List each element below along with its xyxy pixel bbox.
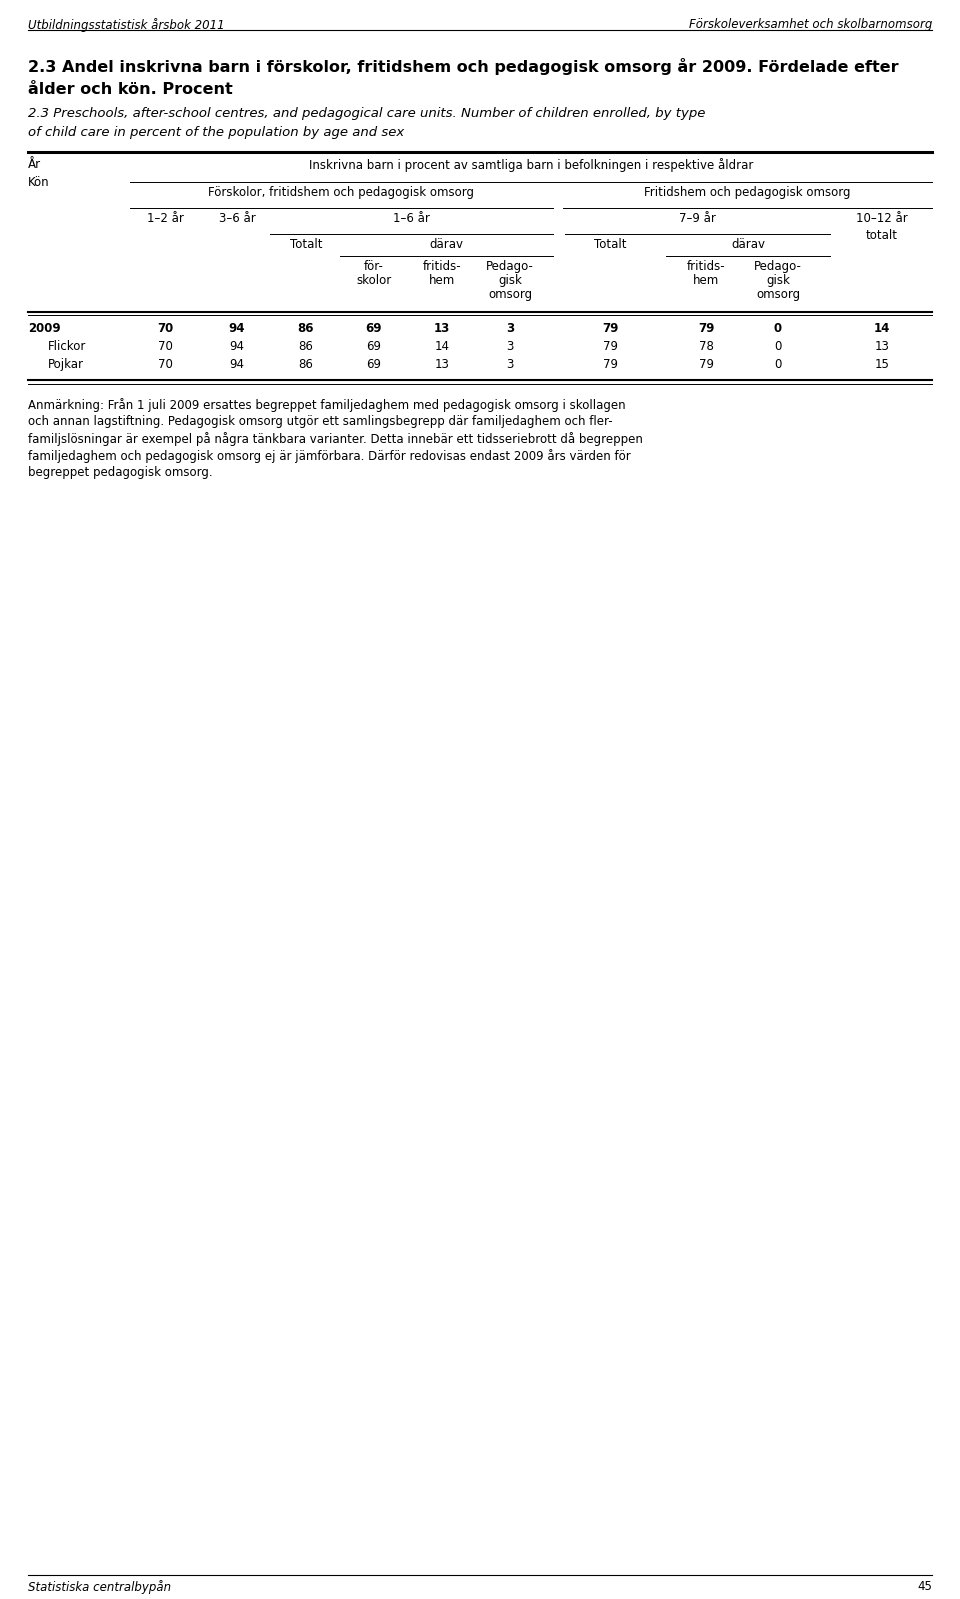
Text: 79: 79 — [698, 321, 714, 336]
Text: 79: 79 — [603, 341, 617, 353]
Text: 79: 79 — [699, 358, 713, 371]
Text: omsorg: omsorg — [488, 288, 532, 301]
Text: 1–6 år: 1–6 år — [393, 213, 430, 225]
Text: 3: 3 — [506, 341, 514, 353]
Text: 3: 3 — [506, 358, 514, 371]
Text: 94: 94 — [229, 358, 245, 371]
Text: Pedago-: Pedago- — [486, 261, 534, 273]
Text: 70: 70 — [157, 341, 173, 353]
Text: 7–9 år: 7–9 år — [679, 213, 716, 225]
Text: 78: 78 — [699, 341, 713, 353]
Text: Pedago-: Pedago- — [754, 261, 802, 273]
Text: 86: 86 — [299, 341, 313, 353]
Text: för-: för- — [364, 261, 384, 273]
Text: of child care in percent of the population by age and sex: of child care in percent of the populati… — [28, 126, 404, 139]
Text: 2009: 2009 — [28, 321, 60, 336]
Text: familjedaghem och pedagogisk omsorg ej är jämförbara. Därför redovisas endast 20: familjedaghem och pedagogisk omsorg ej ä… — [28, 449, 631, 464]
Text: 1–2 år: 1–2 år — [147, 213, 183, 225]
Text: gisk: gisk — [766, 273, 790, 286]
Text: Pojkar: Pojkar — [48, 358, 84, 371]
Text: Förskoleverksamhet och skolbarnomsorg: Förskoleverksamhet och skolbarnomsorg — [688, 18, 932, 30]
Text: 13: 13 — [875, 341, 889, 353]
Text: 69: 69 — [367, 341, 381, 353]
Text: År: År — [28, 158, 41, 171]
Text: 70: 70 — [157, 358, 173, 371]
Text: Inskrivna barn i procent av samtliga barn i befolkningen i respektive åldrar: Inskrivna barn i procent av samtliga bar… — [309, 158, 754, 173]
Text: 10–12 år: 10–12 år — [856, 213, 908, 225]
Text: 79: 79 — [603, 358, 617, 371]
Text: 0: 0 — [775, 341, 781, 353]
Text: och annan lagstiftning. Pedagogisk omsorg utgör ett samlingsbegrepp där familjed: och annan lagstiftning. Pedagogisk omsor… — [28, 416, 612, 429]
Text: Fritidshem och pedagogisk omsorg: Fritidshem och pedagogisk omsorg — [644, 185, 851, 198]
Text: begreppet pedagogisk omsorg.: begreppet pedagogisk omsorg. — [28, 465, 212, 480]
Text: 94: 94 — [228, 321, 245, 336]
Text: 14: 14 — [874, 321, 890, 336]
Text: 70: 70 — [156, 321, 173, 336]
Text: Förskolor, fritidshem och pedagogisk omsorg: Förskolor, fritidshem och pedagogisk oms… — [208, 185, 474, 198]
Text: 0: 0 — [775, 358, 781, 371]
Text: fritids-: fritids- — [686, 261, 726, 273]
Text: 86: 86 — [299, 358, 313, 371]
Text: Flickor: Flickor — [48, 341, 86, 353]
Text: 69: 69 — [367, 358, 381, 371]
Text: 3–6 år: 3–6 år — [219, 213, 255, 225]
Text: därav: därav — [731, 238, 765, 251]
Text: hem: hem — [693, 273, 719, 286]
Text: 15: 15 — [875, 358, 889, 371]
Text: Statistiska centralbyрån: Statistiska centralbyрån — [28, 1580, 171, 1594]
Text: 13: 13 — [434, 321, 450, 336]
Text: ålder och kön. Procent: ålder och kön. Procent — [28, 82, 232, 98]
Text: 79: 79 — [602, 321, 618, 336]
Text: familjslösningar är exempel på några tänkbara varianter. Detta innebär ett tidss: familjslösningar är exempel på några tän… — [28, 432, 643, 446]
Text: därav: därav — [429, 238, 464, 251]
Text: gisk: gisk — [498, 273, 522, 286]
Text: Utbildningsstatistisk årsbok 2011: Utbildningsstatistisk årsbok 2011 — [28, 18, 225, 32]
Text: totalt: totalt — [866, 229, 898, 241]
Text: Totalt: Totalt — [593, 238, 626, 251]
Text: fritids-: fritids- — [422, 261, 462, 273]
Text: 2.3 Andel inskrivna barn i förskolor, fritidshem och pedagogisk omsorg år 2009. : 2.3 Andel inskrivna barn i förskolor, fr… — [28, 58, 899, 75]
Text: hem: hem — [429, 273, 455, 286]
Text: 45: 45 — [917, 1580, 932, 1593]
Text: omsorg: omsorg — [756, 288, 800, 301]
Text: Anmärkning: Från 1 juli 2009 ersattes begreppet familjedaghem med pedagogisk oms: Anmärkning: Från 1 juli 2009 ersattes be… — [28, 398, 626, 413]
Text: 3: 3 — [506, 321, 514, 336]
Text: 13: 13 — [435, 358, 449, 371]
Text: 86: 86 — [298, 321, 314, 336]
Text: 2.3 Preschools, after-school centres, and pedagogical care units. Number of chil: 2.3 Preschools, after-school centres, an… — [28, 107, 706, 120]
Text: Kön: Kön — [28, 176, 50, 189]
Text: 69: 69 — [366, 321, 382, 336]
Text: 14: 14 — [435, 341, 449, 353]
Text: skolor: skolor — [356, 273, 392, 286]
Text: Totalt: Totalt — [290, 238, 323, 251]
Text: 0: 0 — [774, 321, 782, 336]
Text: 94: 94 — [229, 341, 245, 353]
